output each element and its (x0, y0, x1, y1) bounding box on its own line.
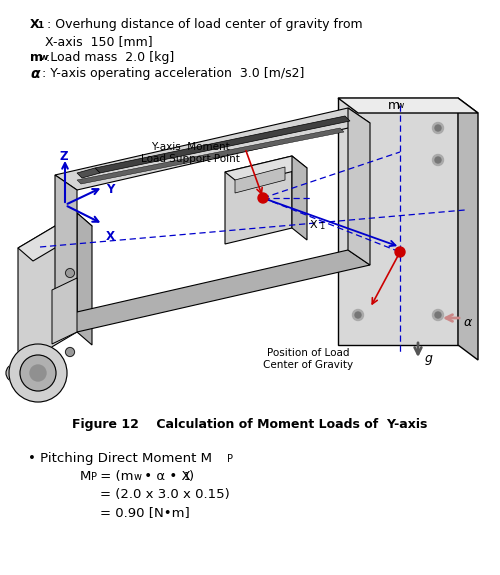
Circle shape (432, 155, 444, 166)
Text: w: w (397, 101, 404, 110)
Text: w: w (134, 472, 142, 482)
Text: 1: 1 (38, 21, 44, 29)
Circle shape (355, 312, 361, 318)
Text: X: X (106, 230, 115, 243)
Text: X: X (30, 18, 40, 31)
Circle shape (435, 157, 441, 163)
Text: g: g (425, 352, 433, 365)
Polygon shape (338, 98, 478, 113)
Polygon shape (458, 98, 478, 360)
Text: = (2.0 x 3.0 x 0.15): = (2.0 x 3.0 x 0.15) (100, 488, 230, 501)
Text: Y: Y (106, 183, 114, 196)
Circle shape (395, 247, 405, 257)
Text: ): ) (189, 470, 194, 483)
Text: Load Support Point: Load Support Point (140, 154, 239, 164)
Text: w: w (40, 53, 48, 62)
Circle shape (20, 355, 56, 391)
Text: 1: 1 (184, 472, 190, 482)
Text: Figure 12    Calculation of Moment Loads of  Y-axis: Figure 12 Calculation of Moment Loads of… (72, 418, 428, 431)
Circle shape (258, 193, 268, 203)
Circle shape (9, 344, 67, 402)
Polygon shape (292, 156, 307, 240)
Polygon shape (55, 250, 370, 332)
Text: Center of Gravity: Center of Gravity (263, 360, 353, 370)
Circle shape (352, 309, 364, 320)
Text: Position of Load: Position of Load (267, 348, 349, 358)
Circle shape (432, 122, 444, 133)
Text: Y-axis  Moment: Y-axis Moment (150, 142, 230, 152)
Polygon shape (77, 213, 92, 345)
Text: Z: Z (59, 150, 68, 163)
Polygon shape (55, 175, 77, 332)
Circle shape (352, 122, 364, 133)
Text: m: m (388, 99, 400, 112)
Text: = (m: = (m (96, 470, 134, 483)
Circle shape (66, 269, 74, 278)
Polygon shape (338, 98, 458, 345)
Circle shape (435, 312, 441, 318)
Polygon shape (225, 156, 292, 244)
Text: 1: 1 (319, 222, 324, 231)
Polygon shape (52, 278, 77, 344)
Text: = 0.90 [N•m]: = 0.90 [N•m] (100, 506, 190, 519)
Text: X-axis  150 [mm]: X-axis 150 [mm] (45, 35, 152, 48)
Polygon shape (95, 116, 350, 173)
Circle shape (66, 347, 74, 356)
Text: α: α (464, 316, 472, 329)
Circle shape (30, 365, 46, 381)
Text: M: M (80, 470, 92, 483)
Text: X: X (310, 220, 318, 230)
Polygon shape (235, 167, 285, 193)
Polygon shape (77, 128, 344, 184)
Polygon shape (348, 108, 370, 265)
Circle shape (352, 155, 364, 166)
Text: • Pitching Direct Moment M: • Pitching Direct Moment M (28, 452, 212, 465)
Circle shape (355, 125, 361, 131)
Polygon shape (77, 168, 100, 178)
Polygon shape (18, 213, 77, 367)
Text: : Overhung distance of load center of gravity from: : Overhung distance of load center of gr… (43, 18, 362, 31)
Text: :Load mass  2.0 [kg]: :Load mass 2.0 [kg] (46, 51, 174, 64)
Text: : Y-axis operating acceleration  3.0 [m/s2]: : Y-axis operating acceleration 3.0 [m/s… (42, 67, 304, 80)
Text: P: P (91, 472, 97, 482)
Text: P: P (227, 454, 233, 464)
Polygon shape (18, 213, 92, 261)
Circle shape (435, 125, 441, 131)
Text: α: α (30, 67, 40, 81)
Circle shape (355, 157, 361, 163)
Polygon shape (225, 156, 307, 184)
Circle shape (432, 309, 444, 320)
Circle shape (6, 364, 24, 382)
Text: • α • X: • α • X (140, 470, 190, 483)
Text: m: m (30, 51, 43, 64)
Polygon shape (55, 108, 370, 190)
